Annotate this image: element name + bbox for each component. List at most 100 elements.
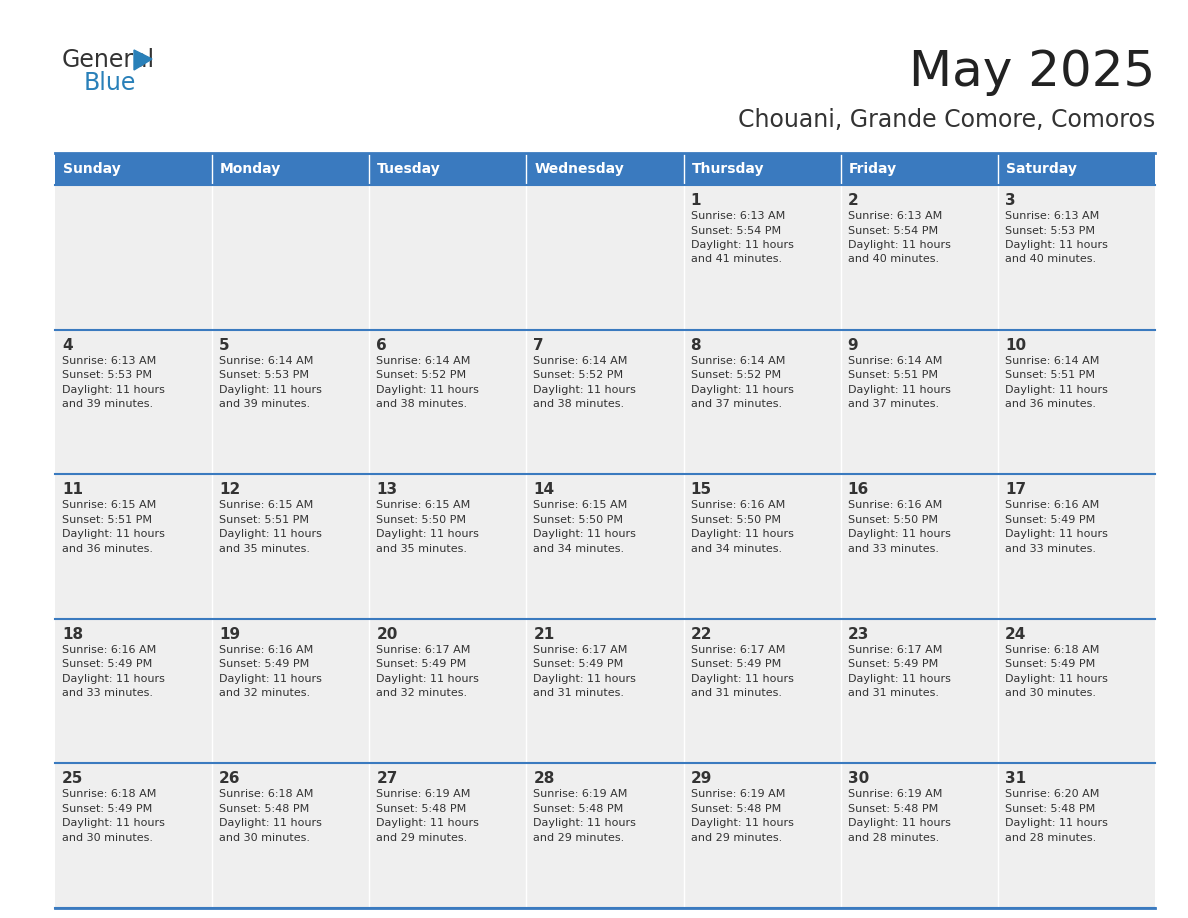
- Text: Sunset: 5:51 PM: Sunset: 5:51 PM: [848, 370, 937, 380]
- Text: Sunrise: 6:19 AM: Sunrise: 6:19 AM: [690, 789, 785, 800]
- Text: 4: 4: [62, 338, 72, 353]
- Text: Sunrise: 6:20 AM: Sunrise: 6:20 AM: [1005, 789, 1099, 800]
- Text: and 31 minutes.: and 31 minutes.: [690, 688, 782, 699]
- Text: 15: 15: [690, 482, 712, 498]
- Text: Sunset: 5:50 PM: Sunset: 5:50 PM: [848, 515, 937, 525]
- Text: Daylight: 11 hours: Daylight: 11 hours: [62, 385, 165, 395]
- Text: 12: 12: [219, 482, 240, 498]
- Bar: [369, 330, 526, 475]
- Text: Sunrise: 6:19 AM: Sunrise: 6:19 AM: [377, 789, 470, 800]
- Bar: [213, 764, 369, 908]
- Text: Sunrise: 6:16 AM: Sunrise: 6:16 AM: [848, 500, 942, 510]
- Text: 21: 21: [533, 627, 555, 642]
- Text: Daylight: 11 hours: Daylight: 11 hours: [1005, 819, 1107, 828]
- Text: and 32 minutes.: and 32 minutes.: [219, 688, 310, 699]
- Bar: [526, 330, 683, 475]
- Bar: [841, 330, 998, 475]
- Text: and 29 minutes.: and 29 minutes.: [377, 833, 468, 843]
- Text: Sunset: 5:49 PM: Sunset: 5:49 PM: [533, 659, 624, 669]
- Text: 26: 26: [219, 771, 241, 787]
- Bar: [998, 475, 1155, 619]
- Text: Daylight: 11 hours: Daylight: 11 hours: [1005, 385, 1107, 395]
- Bar: [998, 619, 1155, 764]
- Text: Sunset: 5:51 PM: Sunset: 5:51 PM: [219, 515, 309, 525]
- Text: Sunrise: 6:14 AM: Sunrise: 6:14 AM: [690, 355, 785, 365]
- Text: and 35 minutes.: and 35 minutes.: [377, 543, 467, 554]
- Text: Sunrise: 6:13 AM: Sunrise: 6:13 AM: [62, 355, 157, 365]
- Text: Daylight: 11 hours: Daylight: 11 hours: [533, 819, 637, 828]
- Bar: [526, 475, 683, 619]
- Text: Daylight: 11 hours: Daylight: 11 hours: [848, 819, 950, 828]
- Text: Sunset: 5:49 PM: Sunset: 5:49 PM: [62, 804, 152, 814]
- Text: and 28 minutes.: and 28 minutes.: [1005, 833, 1097, 843]
- Text: and 29 minutes.: and 29 minutes.: [533, 833, 625, 843]
- Text: Sunset: 5:50 PM: Sunset: 5:50 PM: [690, 515, 781, 525]
- Text: Sunset: 5:48 PM: Sunset: 5:48 PM: [690, 804, 781, 814]
- Text: Daylight: 11 hours: Daylight: 11 hours: [690, 529, 794, 539]
- Text: Sunset: 5:49 PM: Sunset: 5:49 PM: [62, 659, 152, 669]
- Bar: [213, 185, 369, 330]
- Text: Sunset: 5:49 PM: Sunset: 5:49 PM: [377, 659, 467, 669]
- Text: and 40 minutes.: and 40 minutes.: [848, 254, 939, 264]
- Bar: [55, 185, 213, 330]
- Text: Wednesday: Wednesday: [535, 162, 624, 176]
- Bar: [55, 153, 213, 185]
- Bar: [369, 475, 526, 619]
- Text: Sunrise: 6:16 AM: Sunrise: 6:16 AM: [219, 644, 314, 655]
- Text: 30: 30: [848, 771, 868, 787]
- Text: 7: 7: [533, 338, 544, 353]
- Text: 10: 10: [1005, 338, 1026, 353]
- Text: Daylight: 11 hours: Daylight: 11 hours: [219, 385, 322, 395]
- Text: 9: 9: [848, 338, 859, 353]
- Text: 2: 2: [848, 193, 859, 208]
- Text: 6: 6: [377, 338, 387, 353]
- Bar: [841, 619, 998, 764]
- Text: Sunrise: 6:19 AM: Sunrise: 6:19 AM: [848, 789, 942, 800]
- Text: Sunset: 5:49 PM: Sunset: 5:49 PM: [848, 659, 939, 669]
- Text: Daylight: 11 hours: Daylight: 11 hours: [62, 819, 165, 828]
- Text: and 30 minutes.: and 30 minutes.: [62, 833, 153, 843]
- Text: Sunrise: 6:17 AM: Sunrise: 6:17 AM: [377, 644, 470, 655]
- Text: Sunrise: 6:13 AM: Sunrise: 6:13 AM: [1005, 211, 1099, 221]
- Text: Sunrise: 6:18 AM: Sunrise: 6:18 AM: [62, 789, 157, 800]
- Text: Sunrise: 6:17 AM: Sunrise: 6:17 AM: [533, 644, 627, 655]
- Text: Daylight: 11 hours: Daylight: 11 hours: [848, 674, 950, 684]
- Bar: [55, 619, 213, 764]
- Polygon shape: [134, 50, 152, 70]
- Text: Sunset: 5:49 PM: Sunset: 5:49 PM: [219, 659, 309, 669]
- Text: and 38 minutes.: and 38 minutes.: [377, 399, 467, 409]
- Text: Monday: Monday: [220, 162, 282, 176]
- Bar: [998, 153, 1155, 185]
- Text: and 33 minutes.: and 33 minutes.: [1005, 543, 1095, 554]
- Text: General: General: [62, 48, 156, 72]
- Bar: [213, 475, 369, 619]
- Text: Daylight: 11 hours: Daylight: 11 hours: [533, 674, 637, 684]
- Text: Sunrise: 6:13 AM: Sunrise: 6:13 AM: [690, 211, 785, 221]
- Text: 29: 29: [690, 771, 712, 787]
- Bar: [369, 153, 526, 185]
- Text: and 29 minutes.: and 29 minutes.: [690, 833, 782, 843]
- Text: and 37 minutes.: and 37 minutes.: [690, 399, 782, 409]
- Text: Blue: Blue: [84, 71, 137, 95]
- Text: Sunset: 5:54 PM: Sunset: 5:54 PM: [848, 226, 937, 236]
- Text: Sunrise: 6:16 AM: Sunrise: 6:16 AM: [690, 500, 785, 510]
- Text: and 33 minutes.: and 33 minutes.: [848, 543, 939, 554]
- Text: Daylight: 11 hours: Daylight: 11 hours: [690, 240, 794, 250]
- Text: Daylight: 11 hours: Daylight: 11 hours: [377, 819, 479, 828]
- Text: and 34 minutes.: and 34 minutes.: [533, 543, 625, 554]
- Text: 22: 22: [690, 627, 712, 642]
- Text: and 36 minutes.: and 36 minutes.: [1005, 399, 1095, 409]
- Bar: [213, 330, 369, 475]
- Text: Sunrise: 6:15 AM: Sunrise: 6:15 AM: [533, 500, 627, 510]
- Text: Daylight: 11 hours: Daylight: 11 hours: [219, 674, 322, 684]
- Text: 14: 14: [533, 482, 555, 498]
- Text: Tuesday: Tuesday: [378, 162, 441, 176]
- Text: and 41 minutes.: and 41 minutes.: [690, 254, 782, 264]
- Text: Daylight: 11 hours: Daylight: 11 hours: [690, 385, 794, 395]
- Bar: [526, 185, 683, 330]
- Text: Sunrise: 6:19 AM: Sunrise: 6:19 AM: [533, 789, 627, 800]
- Text: Daylight: 11 hours: Daylight: 11 hours: [848, 385, 950, 395]
- Text: Sunset: 5:53 PM: Sunset: 5:53 PM: [1005, 226, 1095, 236]
- Text: Sunset: 5:48 PM: Sunset: 5:48 PM: [1005, 804, 1095, 814]
- Text: Daylight: 11 hours: Daylight: 11 hours: [1005, 529, 1107, 539]
